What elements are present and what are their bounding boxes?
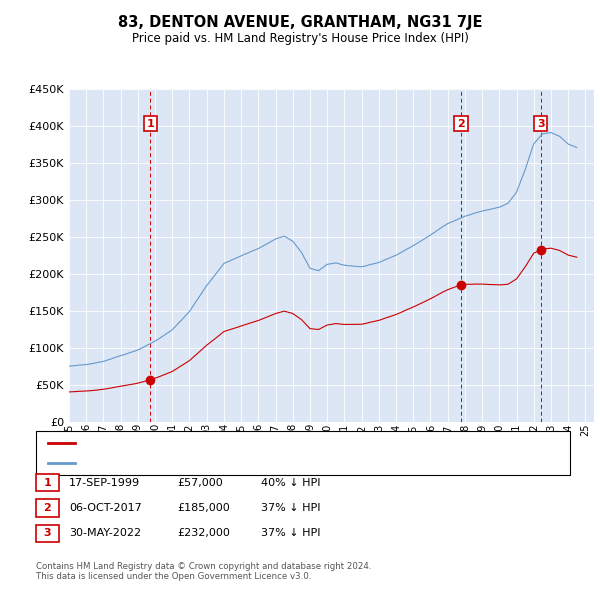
Text: 17-SEP-1999: 17-SEP-1999 xyxy=(69,478,140,487)
Text: 37% ↓ HPI: 37% ↓ HPI xyxy=(261,529,320,538)
Text: 83, DENTON AVENUE, GRANTHAM, NG31 7JE: 83, DENTON AVENUE, GRANTHAM, NG31 7JE xyxy=(118,15,482,30)
Text: 2: 2 xyxy=(44,503,51,513)
Text: 37% ↓ HPI: 37% ↓ HPI xyxy=(261,503,320,513)
Text: 06-OCT-2017: 06-OCT-2017 xyxy=(69,503,142,513)
Text: 30-MAY-2022: 30-MAY-2022 xyxy=(69,529,141,538)
Text: 1: 1 xyxy=(44,478,51,487)
Text: 3: 3 xyxy=(44,529,51,538)
Text: £232,000: £232,000 xyxy=(177,529,230,538)
Text: 83, DENTON AVENUE, GRANTHAM, NG31 7JE (detached house): 83, DENTON AVENUE, GRANTHAM, NG31 7JE (d… xyxy=(79,438,405,448)
Text: Contains HM Land Registry data © Crown copyright and database right 2024.: Contains HM Land Registry data © Crown c… xyxy=(36,562,371,571)
Text: HPI: Average price, detached house, South Kesteven: HPI: Average price, detached house, Sout… xyxy=(79,458,353,467)
Text: This data is licensed under the Open Government Licence v3.0.: This data is licensed under the Open Gov… xyxy=(36,572,311,581)
Text: 3: 3 xyxy=(537,119,545,129)
Text: Price paid vs. HM Land Registry's House Price Index (HPI): Price paid vs. HM Land Registry's House … xyxy=(131,32,469,45)
Text: 1: 1 xyxy=(146,119,154,129)
Text: £185,000: £185,000 xyxy=(177,503,230,513)
Text: 2: 2 xyxy=(457,119,465,129)
Text: 40% ↓ HPI: 40% ↓ HPI xyxy=(261,478,320,487)
Text: £57,000: £57,000 xyxy=(177,478,223,487)
